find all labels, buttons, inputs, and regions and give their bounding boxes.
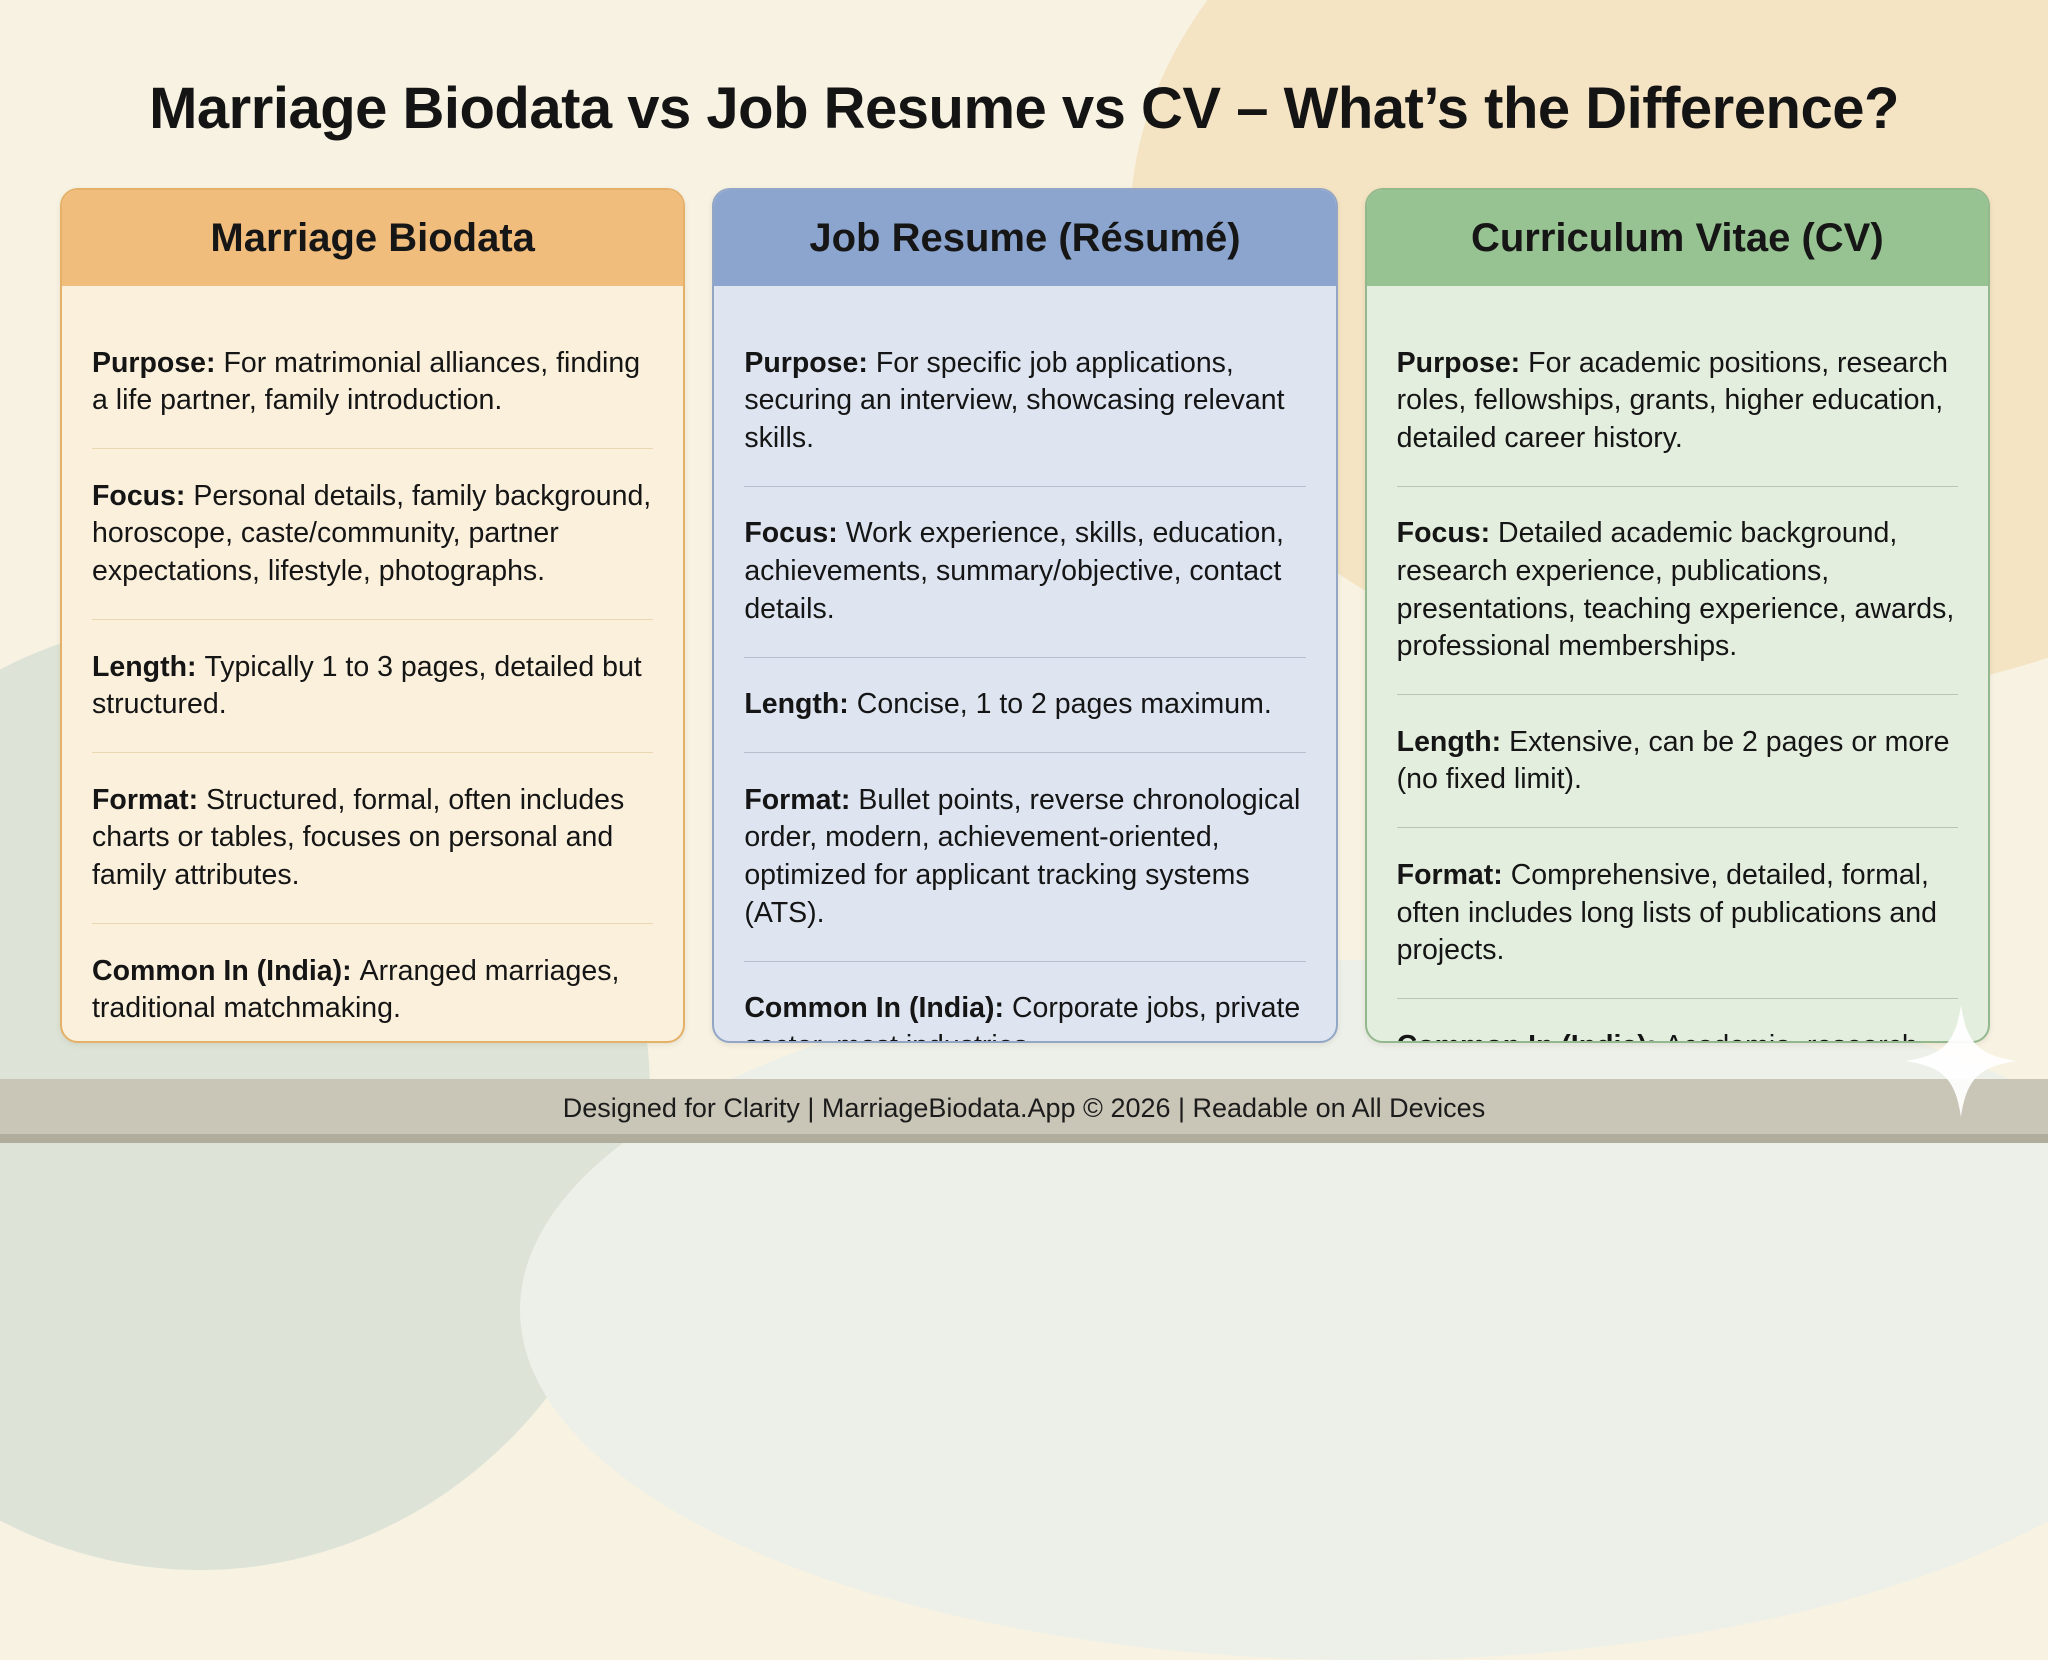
section-text: For specific job applications, securing … [744, 346, 1285, 454]
section-divider [92, 752, 654, 754]
section-label: Focus: [744, 517, 838, 550]
section-divider [1396, 694, 1958, 696]
section-length: Length: Typically 1 to 3 pages, detailed … [92, 649, 653, 724]
section-divider [744, 752, 1306, 754]
section-text: Comprehensive, detailed, formal, often i… [1396, 858, 1937, 967]
section-length: Length: Concise, 1 to 2 pages maximum. [744, 686, 1305, 724]
card-header-marriage-biodata: Marriage Biodata [62, 190, 684, 286]
section-focus: Focus: Detailed academic background, rese… [1397, 515, 1958, 665]
section-label: Focus: [1396, 517, 1491, 550]
section-text: Concise, 1 to 2 pages maximum. [856, 688, 1272, 721]
section-common-in: Common In (India):Academia, research ins… [1397, 1028, 1958, 1041]
section-focus: Focus: Work experience, skills, education… [744, 515, 1305, 628]
section-text: Work experience, skills, education, achi… [744, 517, 1284, 625]
section-text: Academia, research institutions, scienti… [1397, 1030, 1917, 1041]
section-text: Bullet points, reverse chronological ord… [744, 783, 1301, 929]
card-body-curriculum-vitae: Purpose: For academic positions, research… [1367, 286, 1988, 1041]
section-label: Common In (India): [744, 992, 1004, 1025]
section-text: Structured, formal, often includes chart… [92, 783, 625, 891]
section-purpose: Purpose: For specific job applications, s… [744, 345, 1305, 458]
section-label: Purpose: [1396, 346, 1521, 379]
section-label: Format: [744, 783, 851, 816]
section-label: Focus: [92, 479, 186, 512]
section-label: Purpose: [744, 346, 868, 379]
section-purpose: Purpose: For matrimonial alliances, findi… [92, 345, 653, 420]
section-label: Common In (India): [1397, 1030, 1657, 1041]
section-format: Format: Structured, formal, often include… [92, 782, 653, 895]
section-text: Typically 1 to 3 pages, detailed but str… [92, 650, 642, 721]
section-divider [92, 619, 654, 621]
section-text: For academic positions, research roles, … [1396, 346, 1948, 454]
comparison-columns: Marriage Biodata Purpose: For matrimonial… [60, 188, 1990, 1043]
section-text: Extensive, can be 2 pages or more (no fi… [1396, 725, 1950, 796]
card-body-marriage-biodata: Purpose: For matrimonial alliances, findi… [62, 286, 683, 1041]
section-divider [92, 923, 654, 925]
section-text: For matrimonial alliances, finding a lif… [92, 346, 641, 417]
card-job-resume: Job Resume (Résumé) Purpose: For specific… [712, 188, 1338, 1043]
section-focus: Focus: Personal details, family backgroun… [92, 478, 653, 591]
section-text: Detailed academic background, research e… [1396, 517, 1955, 663]
footer-text: Designed for Clarity | MarriageBiodata.A… [562, 1092, 1486, 1123]
section-common-in: Common In (India): Arranged marriages, tr… [92, 953, 653, 1028]
section-label: Purpose: [92, 346, 216, 379]
section-common-in: Common In (India): Corporate jobs, privat… [744, 990, 1305, 1041]
sparkle-icon [1905, 1005, 2017, 1117]
section-divider [92, 448, 654, 450]
section-divider [1396, 827, 1958, 829]
section-divider [1396, 485, 1958, 487]
section-label: Length: [1396, 725, 1502, 758]
card-body-job-resume: Purpose: For specific job applications, s… [714, 286, 1335, 1041]
footer-bottom-strip [0, 1134, 2048, 1143]
section-label: Length: [744, 688, 849, 721]
section-divider [744, 485, 1306, 487]
section-text: Personal details, family background, hor… [92, 479, 652, 587]
section-label: Common In (India): [92, 954, 352, 987]
card-header-job-resume: Job Resume (Résumé) [714, 190, 1336, 286]
section-divider [744, 656, 1306, 658]
section-text: Corporate jobs, private sector, most ind… [744, 992, 1301, 1041]
section-format: Format: Comprehensive, detailed, formal, … [1397, 857, 1958, 970]
footer-bar: Designed for Clarity | MarriageBiodata.A… [0, 1079, 2048, 1143]
card-curriculum-vitae: Curriculum Vitae (CV) Purpose: For academ… [1364, 188, 1990, 1043]
background-blob-light [520, 960, 2048, 1660]
card-marriage-biodata: Marriage Biodata Purpose: For matrimonial… [60, 188, 686, 1043]
section-label: Format: [92, 783, 199, 816]
section-divider [1396, 998, 1958, 1000]
page-title: Marriage Biodata vs Job Resume vs CV – W… [149, 75, 1899, 141]
section-text: Arranged marriages, traditional matchmak… [92, 954, 620, 1025]
section-divider [744, 960, 1306, 962]
section-purpose: Purpose: For academic positions, research… [1397, 345, 1958, 458]
section-label: Format: [1396, 858, 1503, 891]
section-format: Format: Bullet points, reverse chronologi… [744, 782, 1305, 932]
section-length: Length: Extensive, can be 2 pages or more… [1397, 724, 1958, 799]
card-header-curriculum-vitae: Curriculum Vitae (CV) [1366, 190, 1988, 286]
section-label: Length: [92, 650, 197, 683]
